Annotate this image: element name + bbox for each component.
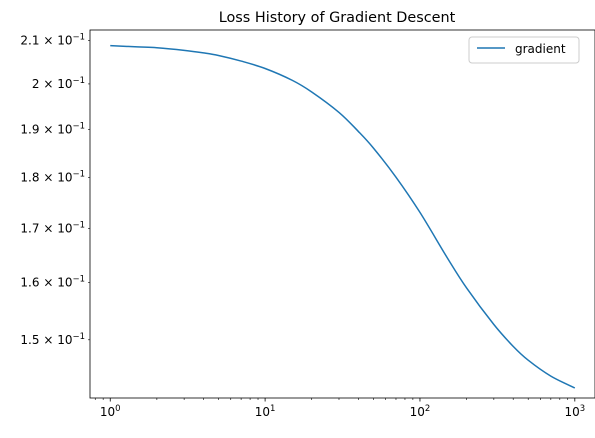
y-tick-label-0: 2.1 × 10−1 (20, 33, 85, 48)
legend-label-gradient: gradient (515, 42, 566, 56)
plot-area-frame (89, 29, 595, 399)
legend: gradient (468, 36, 580, 64)
y-tick-label-1: 2 × 10−1 (32, 76, 85, 91)
y-tick-label-3: 1.8 × 10−1 (20, 170, 85, 185)
x-tick-label-1: 101 (255, 404, 276, 419)
series-line-gradient (110, 44, 576, 389)
y-axis-ticks: 2.1 × 10−1 2 × 10−1 1.9 × 10−1 1.8 × 10−1 1.… (20, 33, 90, 347)
y-tick-label-6: 1.5 × 10−1 (20, 332, 85, 347)
x-axis-ticks: 100 101 102 103 (94, 398, 585, 419)
y-tick-label-2: 1.9 × 10−1 (20, 122, 85, 137)
y-tick-label-5: 1.6 × 10−1 (20, 274, 85, 289)
y-tick-label-4: 1.7 × 10−1 (20, 220, 85, 235)
x-tick-label-0: 100 (100, 404, 121, 419)
series-group (110, 44, 576, 389)
chart-title: Loss History of Gradient Descent (219, 10, 456, 26)
legend-box (468, 36, 580, 64)
x-tick-label-2: 102 (410, 404, 431, 419)
x-tick-label-3: 103 (564, 404, 585, 419)
